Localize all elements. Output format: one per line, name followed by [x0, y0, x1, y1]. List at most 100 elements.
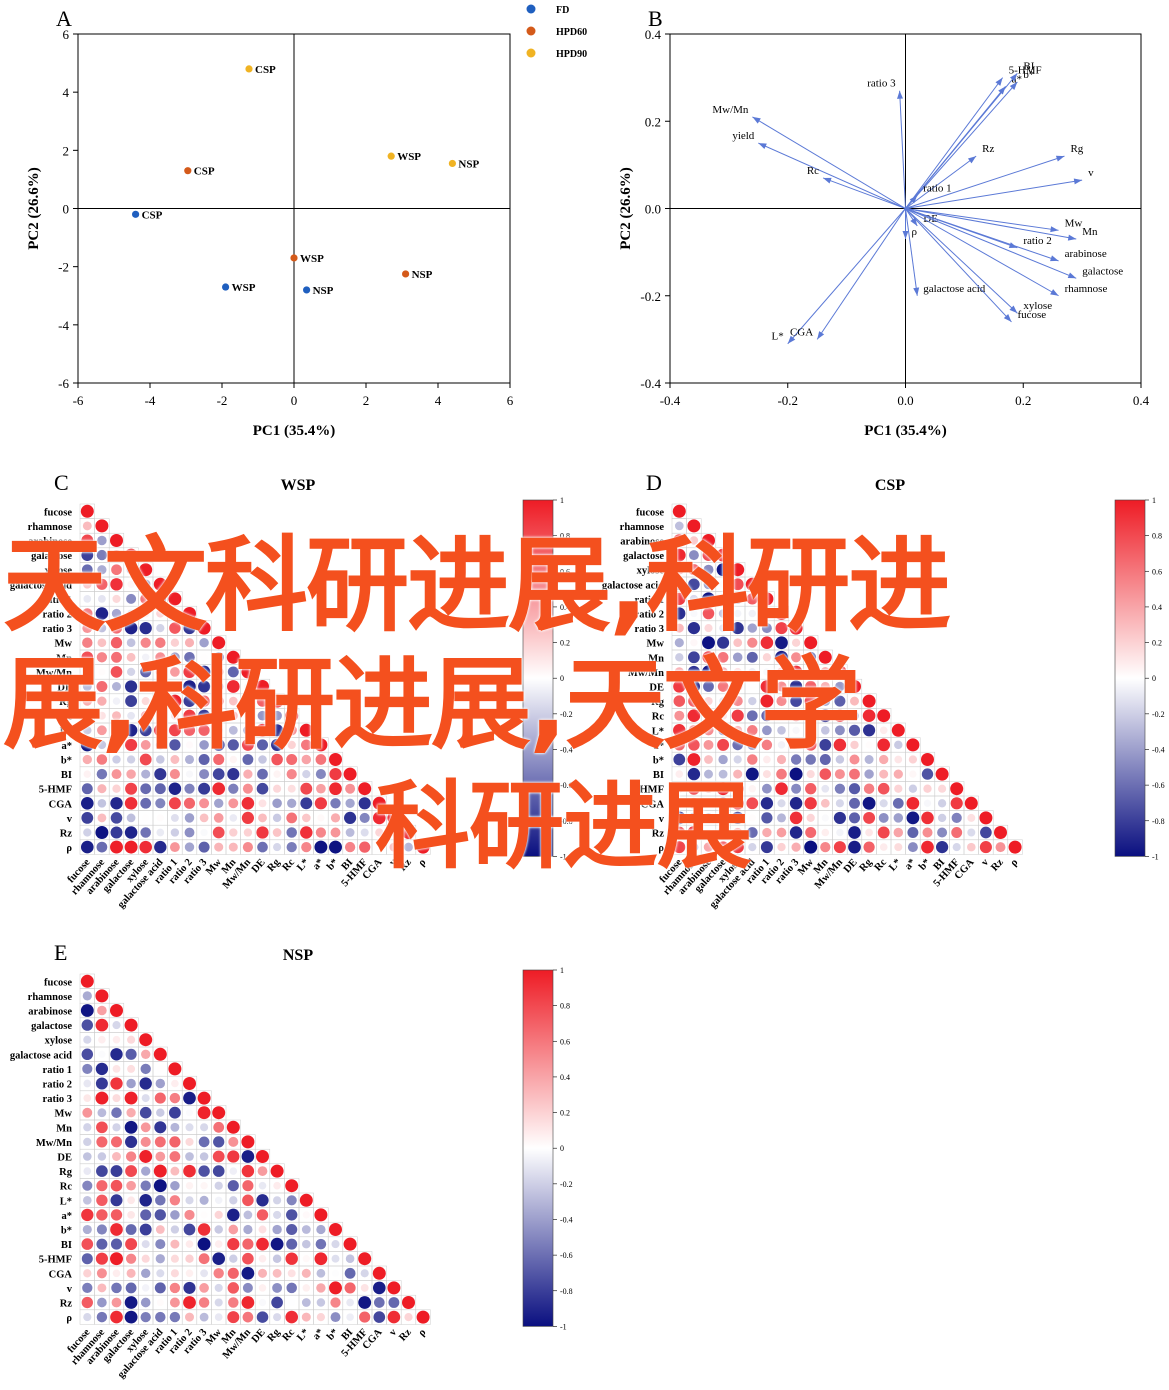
corr-circle — [404, 1312, 413, 1322]
corr-circle — [97, 1297, 107, 1308]
corr-circle — [241, 1164, 255, 1178]
corr-circle — [126, 565, 136, 575]
y-tick-label: 2 — [63, 143, 70, 158]
corr-circle — [142, 814, 150, 822]
corr-circle — [256, 1311, 269, 1323]
loading-arrow — [905, 155, 977, 209]
corr-circle — [892, 797, 904, 809]
col-label: b* — [325, 857, 341, 873]
loading-label: Mw — [1065, 217, 1083, 229]
panel-c: C WSP fucose rhamnose arabinose galactose xylo… — [10, 470, 573, 911]
corr-circle — [850, 696, 859, 706]
corr-circle — [314, 797, 328, 810]
corr-circle — [95, 519, 109, 533]
corr-circle — [81, 783, 93, 795]
loading-arrow — [758, 142, 906, 209]
corr-circle — [329, 782, 342, 796]
corr-circle — [169, 769, 180, 780]
corr-circle — [124, 797, 138, 810]
col-label: v — [979, 856, 991, 868]
corr-circle — [718, 725, 729, 736]
corr-circle — [777, 711, 786, 720]
colorbar-tick-label: -0.6 — [560, 781, 573, 790]
corr-circle — [141, 1254, 150, 1263]
corr-circle — [170, 667, 180, 677]
corr-circle — [833, 811, 846, 824]
corr-circle — [111, 651, 122, 663]
point-label: WSP — [397, 151, 421, 163]
arrow-head — [1067, 272, 1077, 279]
scatter-point — [387, 152, 395, 160]
row-label: v — [659, 814, 665, 825]
corr-circle — [270, 1164, 284, 1178]
corr-circle — [272, 813, 282, 823]
corr-circle — [228, 798, 239, 809]
corr-circle — [200, 653, 208, 661]
arrow-head — [752, 116, 761, 124]
loading-label: Rc — [807, 165, 819, 177]
row-label: ratio 1 — [43, 595, 72, 606]
corr-circle — [170, 755, 180, 764]
corr-circle — [703, 739, 714, 750]
corr-circle — [689, 594, 698, 603]
col-label: v — [387, 1326, 399, 1338]
corr-circle — [169, 1297, 180, 1308]
corr-circle — [242, 1252, 254, 1265]
corr-circle — [674, 623, 684, 633]
corr-circle — [301, 1312, 311, 1322]
corr-circle — [256, 1194, 269, 1207]
corr-circle — [125, 1238, 138, 1251]
corr-circle — [286, 1238, 298, 1250]
corr-circle — [83, 828, 92, 837]
corr-circle — [673, 680, 686, 693]
corr-circle — [258, 1284, 267, 1292]
colorbar-tick-label: 0.6 — [560, 567, 570, 576]
arrow-head — [1050, 226, 1059, 233]
corr-circle — [96, 1224, 107, 1235]
corr-circle — [688, 695, 700, 707]
colorbar-tick-label: -0.2 — [560, 710, 573, 719]
corr-circle — [82, 623, 93, 634]
corr-circle — [81, 549, 94, 561]
corr-circle — [241, 1135, 255, 1149]
corr-circle — [95, 1091, 109, 1105]
corr-circle — [704, 769, 713, 779]
corr-circle — [199, 813, 209, 823]
corr-circle — [258, 1225, 267, 1234]
corr-circle — [687, 680, 701, 693]
corr-circle — [198, 709, 211, 722]
y-tick-label: 4 — [63, 85, 70, 100]
corr-circle — [300, 782, 313, 795]
corr-circle — [125, 1048, 137, 1060]
corr-circle — [302, 769, 311, 779]
corr-circle — [155, 667, 165, 677]
corr-circle — [402, 826, 415, 839]
corr-circle — [731, 622, 744, 635]
corr-circle — [197, 1091, 211, 1105]
corr-circle — [112, 1035, 121, 1044]
corr-circle — [141, 697, 150, 706]
corr-circle — [97, 696, 107, 706]
row-label: Rg — [59, 697, 73, 708]
corr-circle — [330, 1297, 341, 1308]
corr-circle — [98, 668, 106, 676]
corr-circle — [241, 1296, 255, 1309]
corr-circle — [315, 769, 326, 780]
arrow-head — [823, 177, 832, 184]
row-label: b* — [61, 1226, 72, 1237]
corr-circle — [286, 725, 297, 736]
scatter-point — [402, 270, 410, 278]
corr-circle — [139, 621, 152, 635]
colorbar-tick-label: 0.2 — [1152, 639, 1162, 648]
row-label: L* — [60, 1196, 72, 1207]
corr-circle — [258, 1298, 267, 1307]
corr-circle — [731, 563, 745, 577]
corr-circle — [212, 636, 226, 650]
corr-circle — [688, 564, 700, 576]
corr-circle — [96, 1121, 108, 1134]
corr-circle — [704, 828, 713, 837]
corr-circle — [170, 828, 180, 837]
corr-circle — [124, 826, 138, 839]
corr-circle — [675, 784, 684, 793]
corr-circle — [302, 813, 311, 823]
